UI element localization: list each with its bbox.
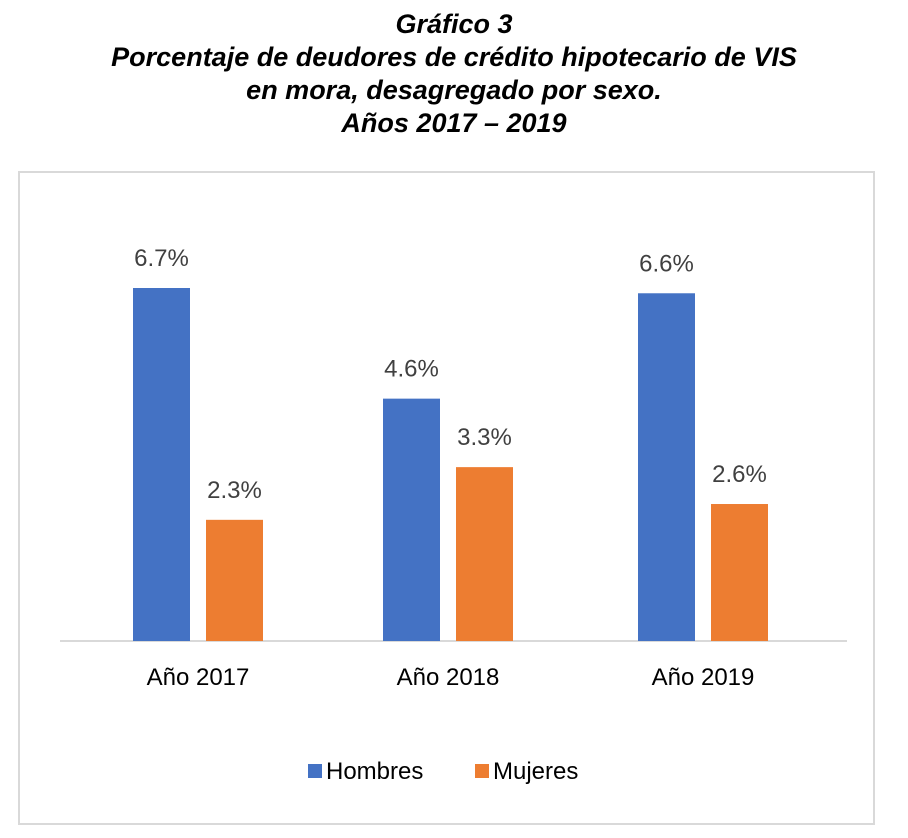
category-label: Año 2019: [652, 664, 755, 691]
title-line-3: en mora, desagregado por sexo.: [246, 75, 662, 105]
data-labels-group: 6.7% 2.3% 4.6% 3.3% 6.6% 2.6%: [134, 245, 767, 504]
bar-hombres-1: [133, 288, 190, 641]
data-label: 3.3%: [457, 424, 512, 451]
data-label: 6.7%: [134, 245, 189, 272]
category-labels-group: Año 2017 Año 2018 Año 2019: [147, 664, 755, 691]
legend-swatch-mujeres: [475, 764, 489, 778]
data-label: 4.6%: [384, 356, 439, 383]
bar-mujeres-3: [711, 504, 768, 641]
data-label: 6.6%: [639, 250, 694, 277]
bar-mujeres-1: [206, 519, 263, 641]
chart-title: Gráfico 3 Porcentaje de deudores de créd…: [0, 8, 908, 140]
bar-mujeres-2: [456, 467, 513, 641]
title-line-4: Años 2017 – 2019: [341, 108, 567, 138]
legend: Hombres Mujeres: [308, 758, 578, 785]
legend-swatch-hombres: [308, 764, 322, 778]
bars-group: [133, 288, 768, 641]
bar-hombres-3: [638, 293, 695, 641]
data-label: 2.6%: [712, 461, 767, 488]
legend-label-mujeres: Mujeres: [493, 758, 578, 785]
category-label: Año 2018: [397, 664, 500, 691]
data-label: 2.3%: [207, 477, 262, 504]
bar-hombres-2: [383, 398, 440, 641]
title-line-1: Gráfico 3: [395, 9, 513, 39]
legend-label-hombres: Hombres: [326, 758, 423, 785]
title-line-2: Porcentaje de deudores de crédito hipote…: [111, 42, 797, 72]
category-label: Año 2017: [147, 664, 250, 691]
